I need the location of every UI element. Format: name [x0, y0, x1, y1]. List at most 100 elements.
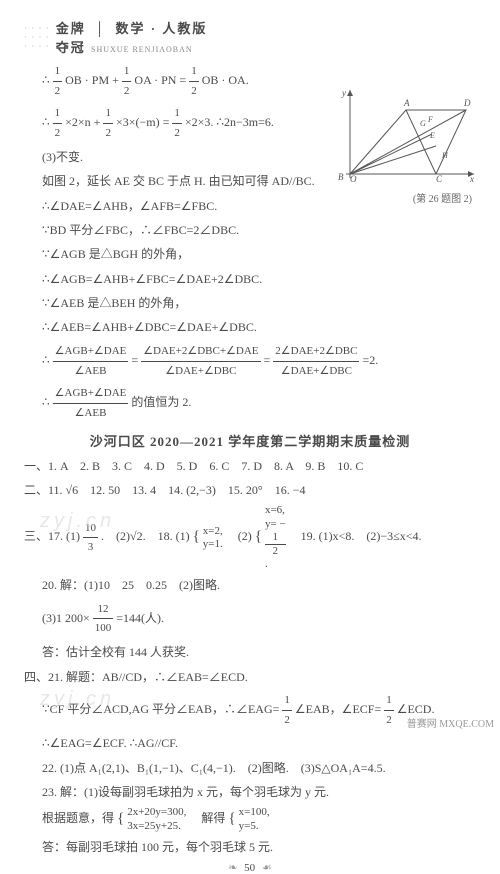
svg-text:y: y	[341, 88, 346, 98]
svg-text:B: B	[338, 172, 344, 182]
answer-row-4: 20. 解：(1)10 25 0.25 (2)图略.	[42, 575, 476, 595]
subject: 数学	[115, 21, 145, 36]
svg-text:G: G	[420, 119, 426, 128]
txt: ×2×3. ∴2n−3m=6.	[185, 115, 274, 129]
page-header: · · · ·· · · ·· · · · 金牌 │ 数学 · 人教版 夺冠 S…	[24, 18, 476, 56]
decor-dots: · · · ·· · · ·· · · ·	[24, 24, 50, 51]
title-box: 金牌 │ 数学 · 人教版 夺冠 SHUXUE RENJIAOBAN	[56, 18, 208, 56]
left-brace: {	[117, 811, 124, 827]
fraction: 12	[189, 62, 199, 100]
page-number: ❧ 50 ☙	[24, 861, 476, 874]
figure-caption: (第 26 题图 2)	[413, 190, 472, 205]
pinyin: SHUXUE RENJIAOBAN	[91, 45, 193, 54]
txt: ∴	[42, 73, 50, 87]
corner-brand: 普赛网 MXQE.COM	[407, 715, 494, 730]
answer-row-5: (3)1 200× 12100 =144(人).	[42, 600, 476, 638]
svg-text:H: H	[441, 151, 449, 160]
leaf-icon: ❧	[228, 861, 237, 874]
line-9: ∵∠AEB 是△BEH 的外角，	[42, 293, 476, 313]
txt: ∴	[42, 395, 50, 409]
txt: y= −	[265, 518, 286, 531]
line-5: ∴∠DAE=∠AHB，∠AFB=∠FBC.	[42, 196, 476, 216]
system-3: 2x+20y=300,3x=25y+25.	[127, 806, 186, 832]
txt: 的值恒为 2.	[131, 395, 191, 409]
svg-text:F: F	[427, 115, 433, 124]
exam-title: 沙河口区 2020—2021 学年度第二学期期末质量检测	[24, 431, 476, 450]
txt: ∵CF 平分∠ACD,AG 平分∠EAB，∴∠EAG=	[42, 702, 279, 716]
txt: ×2×n +	[65, 115, 100, 129]
txt: . (2)√2. 18. (1)	[101, 530, 190, 544]
txt: OA · PN =	[134, 73, 186, 87]
txt: 19. (1)x<8. (2)−3≤x<4.	[289, 530, 422, 544]
answer-row-1: 一、1. A 2. B 3. C 4. D 5. D 6. C 7. D 8. …	[24, 456, 476, 476]
fraction: 12	[265, 531, 286, 558]
fraction: 12	[172, 104, 182, 142]
brand-1: 金牌	[56, 21, 86, 36]
leaf-icon: ☙	[262, 861, 272, 874]
left-brace: {	[255, 529, 262, 545]
txt: 三、17. (1)	[24, 530, 80, 544]
fraction: 12100	[93, 600, 114, 638]
fraction: 12	[103, 104, 113, 142]
fraction: 12	[53, 104, 63, 142]
txt: ∴	[42, 115, 50, 129]
brand-2: 夺冠	[56, 40, 86, 55]
left-brace: {	[228, 811, 235, 827]
line-11: ∴ ∠AGB+∠DAE∠AEB = ∠DAE+2∠DBC+∠DAE∠DAE+∠D…	[42, 342, 476, 380]
txt: OB · OA.	[202, 73, 249, 87]
fraction: 2∠DAE+2∠DBC∠DAE+∠DBC	[273, 342, 359, 380]
txt: ∠ECD.	[397, 702, 435, 716]
answer-row-11: 23. 解：(1)设每副羽毛球拍为 x 元，每个羽毛球为 y 元.	[42, 782, 476, 802]
system-1: x=2,y=1.	[203, 525, 223, 551]
line-4: 如图 2，延长 AE 交 BC 于点 H. 由已知可得 AD//BC.	[42, 171, 332, 191]
fraction: 12	[384, 691, 394, 729]
line-8: ∴∠AGB=∠AHB+∠FBC=∠DAE+2∠DBC.	[42, 269, 476, 289]
txt: ∴	[42, 353, 50, 367]
fraction: ∠AGB+∠DAE∠AEB	[53, 384, 129, 422]
answer-row-13: 答：每副羽毛球拍 100 元，每个羽毛球 5 元.	[42, 837, 476, 857]
answer-row-3: 三、17. (1) 103 . (2)√2. 18. (1) { x=2,y=1…	[24, 504, 476, 571]
txt: 解得	[189, 811, 225, 825]
fraction: 12	[53, 62, 63, 100]
fraction: ∠DAE+2∠DBC+∠DAE∠DAE+∠DBC	[141, 342, 260, 380]
fraction: 103	[83, 519, 98, 557]
txt: 根据题意，得	[42, 811, 114, 825]
txt: =	[264, 353, 271, 367]
svg-text:x: x	[469, 174, 474, 184]
fraction: ∠AGB+∠DAE∠AEB	[53, 342, 129, 380]
answer-row-2: 二、11. √6 12. 50 13. 4 14. (2,−3) 15. 20°…	[24, 480, 476, 500]
svg-text:O: O	[350, 174, 357, 184]
line-12: ∴ ∠AGB+∠DAE∠AEB 的值恒为 2.	[42, 384, 476, 422]
fraction: 12	[122, 62, 132, 100]
txt: (3)1 200×	[42, 611, 90, 625]
svg-text:C: C	[436, 174, 443, 184]
txt: OB · PM +	[65, 73, 119, 87]
geometry-figure: A B D C O H E G F x y	[336, 88, 476, 184]
txt: .	[265, 558, 286, 571]
answer-row-12: 根据题意，得 { 2x+20y=300,3x=25y+25. 解得 { x=10…	[42, 806, 476, 832]
txt: =144(人).	[116, 611, 164, 625]
txt: ×3×(−m) =	[116, 115, 169, 129]
answer-row-9: ∴∠EAG=∠ECF. ∴AG//CF.	[42, 733, 476, 753]
dot: ·	[151, 21, 157, 36]
txt: (2)	[226, 530, 252, 544]
sep: │	[95, 21, 106, 36]
system-2: x=6, y= − 12 .	[265, 504, 286, 571]
pagenum-text: 50	[244, 862, 255, 874]
system-4: x=100,y=5.	[239, 806, 270, 832]
svg-text:E: E	[429, 131, 435, 140]
answer-row-7: 四、21. 解题：AB//CD，∴∠EAB=∠ECD.	[24, 667, 476, 687]
edition: 人教版	[162, 21, 207, 36]
txt: =2.	[362, 353, 378, 367]
fraction: 12	[282, 691, 292, 729]
svg-text:D: D	[463, 98, 471, 108]
line-6: ∵BD 平分∠FBC，∴∠FBC=2∠DBC.	[42, 220, 476, 240]
txt: =	[131, 353, 138, 367]
svg-text:A: A	[403, 98, 410, 108]
line-10: ∴∠AEB=∠AHB+∠DBC=∠DAE+∠DBC.	[42, 317, 476, 337]
answer-row-10: 22. (1)点 A₁(2,1)、B₁(1,−1)、C₁(4,−1). (2)图…	[42, 758, 476, 778]
answer-row-6: 答：估计全校有 144 人获奖.	[42, 642, 476, 662]
line-7: ∵∠AGB 是△BGH 的外角，	[42, 244, 476, 264]
txt: ∠EAB，∠ECF=	[295, 702, 381, 716]
left-brace: {	[193, 529, 200, 545]
